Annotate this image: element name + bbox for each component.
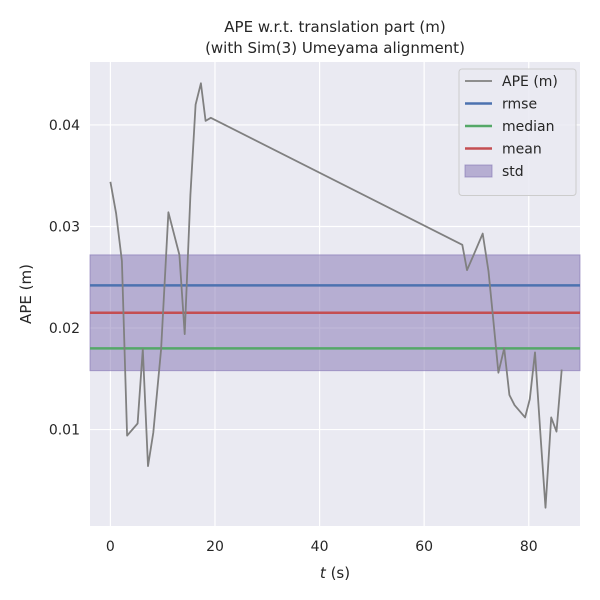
- ape-data-point: [147, 465, 149, 467]
- y-tick-label: 0.04: [49, 118, 80, 134]
- y-tick-label: 0.02: [49, 321, 80, 337]
- x-tick-label: 20: [206, 539, 224, 555]
- legend-label-std: std: [502, 164, 524, 180]
- ape-data-point: [109, 181, 111, 183]
- ape-data-point: [115, 212, 117, 214]
- ape-data-point: [210, 117, 212, 119]
- ape-data-point: [121, 260, 123, 262]
- ape-data-point: [550, 416, 552, 418]
- ape-data-point: [466, 269, 468, 271]
- ape-data-point: [472, 256, 474, 258]
- ape-data-point: [524, 416, 526, 418]
- chart-subtitle: (with Sim(3) Umeyama alignment): [205, 39, 465, 57]
- x-tick-label: 40: [311, 539, 329, 555]
- ape-data-point: [190, 194, 192, 196]
- x-tick-label: 0: [106, 539, 115, 555]
- ape-data-point: [556, 431, 558, 433]
- ape-data-point: [179, 254, 181, 256]
- ape-data-point: [498, 372, 500, 374]
- legend-box: [458, 68, 577, 196]
- legend: APE (m) rmse median mean std: [458, 68, 577, 196]
- ape-data-point: [168, 211, 170, 213]
- legend-label-mean: mean: [502, 142, 542, 158]
- ape-data-point: [461, 244, 463, 246]
- ape-data-point: [540, 439, 542, 441]
- ape-data-point: [493, 323, 495, 325]
- ape-data-point: [561, 369, 563, 371]
- y-tick-label: 0.03: [49, 219, 80, 235]
- legend-label-ape: APE (m): [502, 74, 558, 90]
- ape-data-point: [184, 333, 186, 335]
- y-tick-labels: 0.01 0.02 0.03 0.04: [49, 118, 80, 439]
- x-tick-label: 80: [520, 539, 538, 555]
- legend-label-median: median: [502, 119, 554, 135]
- ape-series-line: [109, 82, 563, 509]
- ape-data-point: [488, 270, 490, 272]
- ape-data-point: [482, 233, 484, 235]
- ape-data-point: [195, 104, 197, 106]
- x-tick-labels: 0 20 40 60 80: [106, 539, 538, 555]
- ape-data-point: [503, 347, 505, 349]
- ape-data-point: [137, 423, 139, 425]
- ape-data-point: [514, 404, 516, 406]
- legend-label-rmse: rmse: [502, 97, 537, 113]
- x-tick-label: 60: [415, 539, 433, 555]
- ape-data-point: [152, 432, 154, 434]
- ape-data-point: [509, 394, 511, 396]
- x-axis-label: t (s): [320, 564, 350, 582]
- ape-data-point: [160, 348, 162, 350]
- ape-data-point: [200, 82, 202, 84]
- ape-data-point: [545, 507, 547, 509]
- y-axis-label: APE (m): [17, 264, 35, 324]
- ape-data-point: [534, 351, 536, 353]
- chart-title: APE w.r.t. translation part (m): [224, 18, 445, 36]
- x-axis-variable: t: [320, 564, 327, 582]
- ape-data-point: [142, 348, 144, 350]
- ape-data-point: [126, 435, 128, 437]
- x-axis-unit: (s): [326, 564, 350, 582]
- ape-data-point: [529, 398, 531, 400]
- y-tick-label: 0.01: [49, 423, 80, 439]
- legend-swatch-std: [464, 164, 493, 178]
- ape-data-point: [205, 120, 207, 122]
